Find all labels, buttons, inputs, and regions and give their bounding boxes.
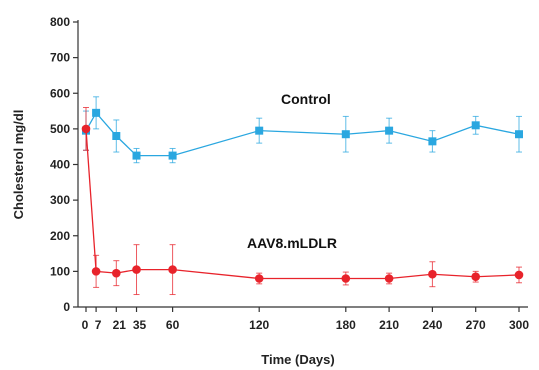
y-tick-label: 800 (50, 15, 70, 29)
y-tick-label: 400 (50, 158, 70, 172)
x-tick-label: 240 (422, 318, 442, 332)
series-line (85, 111, 520, 157)
y-tick-label: 0 (63, 300, 70, 314)
data-point (132, 151, 141, 160)
x-axis: 0 7 21 35 60 120 180 210 240 270 300 (78, 306, 529, 332)
y-axis: 0 100 200 300 400 500 600 700 800 (50, 15, 79, 314)
y-tick-label: 100 (50, 264, 70, 278)
data-point (471, 121, 480, 130)
data-point (385, 126, 394, 135)
data-point (428, 137, 437, 146)
data-point (471, 272, 481, 282)
data-point (112, 268, 121, 278)
data-point (92, 108, 101, 117)
series-line (85, 128, 520, 280)
x-tick-label: 210 (379, 318, 399, 332)
x-tick-label: 300 (509, 318, 529, 332)
data-point (341, 130, 350, 139)
y-axis-title: Cholesterol mg/dl (11, 110, 26, 220)
data-point (81, 124, 91, 134)
x-tick-label: 21 (113, 318, 127, 332)
y-tick-label: 500 (50, 122, 70, 136)
y-tick-label: 200 (50, 229, 70, 243)
series-label-control: Control (281, 91, 331, 107)
data-point (514, 270, 524, 280)
plot-series (81, 96, 524, 296)
data-point (515, 130, 523, 139)
y-tick-label: 300 (50, 193, 70, 207)
data-point (428, 269, 437, 279)
data-point (254, 274, 264, 283)
data-point (91, 267, 101, 276)
series-aav8-mldlr (81, 107, 524, 296)
data-point (112, 132, 121, 140)
y-tick-label: 700 (50, 51, 70, 65)
data-point (132, 265, 141, 274)
series-label-aav8: AAV8.mLDLR (247, 235, 337, 251)
x-tick-label: 270 (466, 318, 486, 332)
x-tick-label: 7 (95, 318, 102, 332)
x-tick-label: 0 (82, 318, 89, 332)
data-point (168, 151, 177, 160)
data-point (384, 274, 394, 283)
x-tick-label: 60 (166, 318, 180, 332)
x-tick-label: 180 (336, 318, 356, 332)
data-point (255, 126, 264, 135)
x-tick-label: 120 (249, 318, 269, 332)
data-point (168, 265, 177, 274)
x-axis-title: Time (Days) (261, 352, 334, 367)
y-tick-label: 600 (50, 86, 70, 100)
x-tick-label: 35 (133, 318, 147, 332)
data-point (341, 274, 351, 283)
